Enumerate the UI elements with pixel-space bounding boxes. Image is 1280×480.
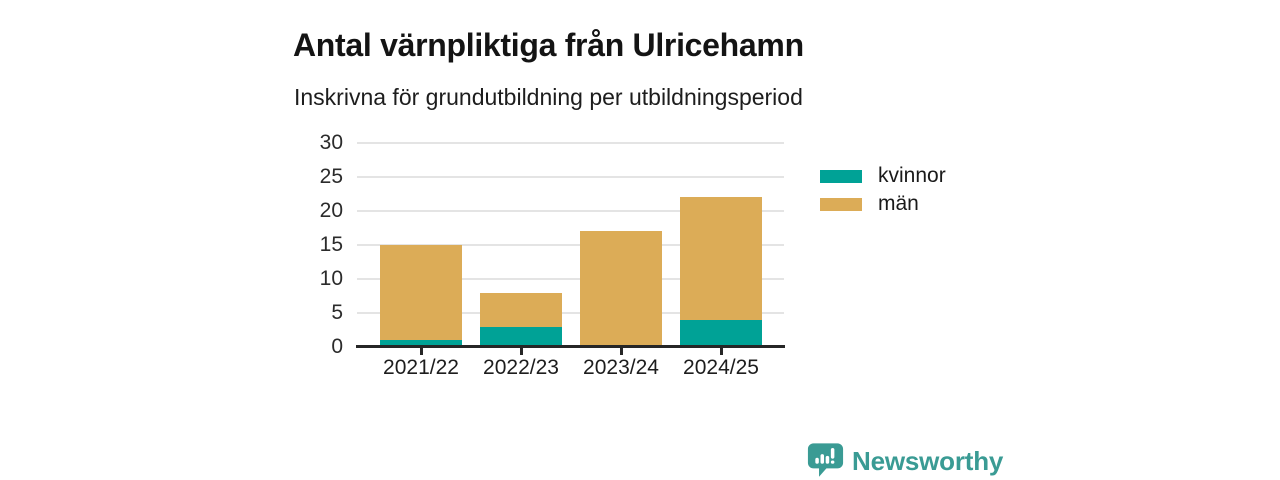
y-tick-label: 0 (331, 335, 343, 358)
logo-bar-3 (825, 455, 830, 464)
x-tick-label: 2021/22 (383, 356, 459, 379)
y-tick-label: 15 (319, 233, 343, 256)
newsworthy-logo-text: Newsworthy (852, 445, 1004, 476)
y-tick-label: 30 (319, 131, 343, 154)
logo-exclamation-bar (830, 448, 835, 459)
logo-exclamation-dot (830, 460, 835, 464)
bar-2021/22-kvinnor (380, 340, 462, 347)
x-tick-label: 2023/24 (583, 356, 659, 379)
x-tick (620, 348, 623, 355)
x-tick-label: 2024/25 (683, 356, 759, 379)
gridline-20 (357, 210, 784, 212)
bar-2024/25-män (680, 197, 762, 320)
plot-area (357, 142, 784, 347)
legend-label-män: män (878, 192, 919, 215)
newsworthy-logo-icon (807, 443, 844, 477)
legend-swatch-kvinnor (820, 169, 862, 183)
bar-2024/25-kvinnor (680, 319, 762, 347)
legend: kvinnor män (820, 164, 946, 222)
gridline-25 (357, 176, 784, 178)
x-axis-line (356, 345, 785, 348)
legend-label-kvinnor: kvinnor (878, 164, 946, 187)
x-tick (520, 348, 523, 355)
y-tick-label: 20 (319, 199, 343, 222)
gridline-5 (357, 312, 784, 314)
gridline-10 (357, 278, 784, 280)
legend-swatch-män (820, 197, 862, 211)
gridline-30 (357, 142, 784, 144)
chart-subtitle: Inskrivna för grundutbildning per utbild… (294, 84, 803, 110)
legend-item-kvinnor: kvinnor (820, 164, 946, 187)
x-tick-label: 2022/23 (483, 356, 559, 379)
bar-2021/22-män (380, 245, 462, 341)
bar-2022/23-kvinnor (480, 326, 562, 347)
chart-title: Antal värnpliktiga från Ulricehamn (293, 27, 804, 64)
gridline-15 (357, 244, 784, 246)
bar-2022/23-män (480, 292, 562, 327)
y-tick-label: 10 (319, 267, 343, 290)
newsworthy-branding: Newsworthy (807, 442, 1003, 480)
logo-bar-1 (815, 457, 819, 464)
y-tick-label: 5 (331, 301, 343, 324)
legend-item-män: män (820, 192, 946, 215)
x-tick (720, 348, 723, 355)
x-tick (420, 348, 423, 355)
y-tick-label: 25 (319, 165, 343, 188)
bar-2023/24-män (580, 231, 662, 347)
logo-bar-2 (820, 454, 825, 464)
